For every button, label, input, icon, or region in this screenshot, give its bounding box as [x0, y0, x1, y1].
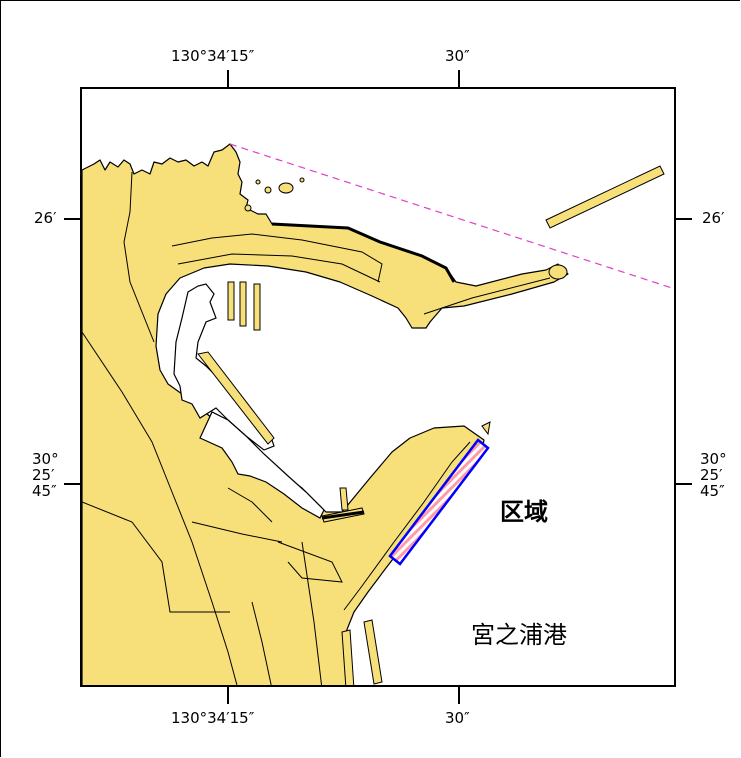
right-lower-latitude-label: 30° 25′ 45″ — [700, 451, 727, 499]
road-8 — [251, 601, 272, 685]
designated-region — [388, 438, 490, 566]
left-lat-seconds: 45″ — [32, 482, 57, 500]
breakwater-head — [481, 264, 568, 436]
right-lower-tick — [676, 483, 692, 485]
left-lat-degrees: 30° — [32, 450, 59, 468]
road-4 — [171, 233, 383, 283]
top-right-tick — [458, 70, 460, 87]
islet-3 — [255, 179, 261, 185]
north-quay-edge — [271, 222, 456, 283]
inner-basin-water — [199, 411, 325, 519]
quay-edges — [271, 222, 456, 520]
pier-diagonal — [197, 351, 275, 445]
bottom-right-longitude-label: 30″ — [445, 709, 470, 727]
islets — [244, 177, 305, 212]
region-label: 区域 — [500, 498, 548, 526]
left-lower-tick — [64, 483, 80, 485]
left-upper-latitude-label: 26′ — [34, 209, 57, 227]
south-breakwater-1 — [341, 629, 355, 685]
road-lines — [82, 171, 551, 685]
harbor-boundary-line — [229, 143, 674, 290]
port-name-label: 宮之浦港 — [471, 621, 567, 649]
right-upper-latitude-label: 26′ — [702, 209, 725, 227]
islet-5 — [299, 177, 305, 183]
bottom-left-longitude-label: 130°34′15″ — [171, 709, 255, 727]
pier-2 — [239, 281, 247, 327]
pier-south — [339, 487, 349, 511]
piers — [197, 281, 365, 523]
left-lat-minutes: 25′ — [32, 466, 55, 484]
pier-1 — [227, 281, 235, 321]
road-5 — [177, 253, 381, 283]
quay-line — [343, 441, 471, 611]
coastline — [82, 143, 569, 685]
islet-1 — [278, 182, 294, 194]
road-1 — [82, 331, 238, 685]
top-right-longitude-label: 30″ — [445, 47, 470, 65]
islet-2 — [264, 186, 272, 194]
road-10 — [227, 487, 273, 523]
right-lat-degrees: 30° — [700, 450, 727, 468]
pier-3 — [253, 283, 261, 331]
right-lat-seconds: 45″ — [700, 482, 725, 500]
road-3 — [123, 171, 155, 343]
offshore-breakwater — [545, 165, 665, 229]
land-mass — [82, 143, 569, 685]
breakwater-line — [423, 277, 551, 315]
left-upper-tick — [64, 218, 80, 220]
road-2 — [82, 501, 230, 613]
road-6 — [277, 541, 343, 583]
islet-4 — [244, 204, 252, 212]
road-9 — [191, 521, 283, 543]
harbor-map — [80, 87, 676, 687]
breakwater-tip — [548, 264, 568, 280]
top-left-longitude-label: 130°34′15″ — [171, 47, 255, 65]
left-lower-latitude-label: 30° 25′ 45″ — [32, 451, 59, 499]
right-lat-minutes: 25′ — [700, 466, 723, 484]
harbor-map-svg — [82, 143, 674, 685]
detached-breakwaters — [341, 165, 665, 685]
south-quay-edge — [321, 510, 365, 520]
right-upper-tick — [676, 218, 692, 220]
bottom-right-tick — [458, 687, 460, 704]
top-left-tick — [227, 70, 229, 87]
south-breakwater-2 — [363, 619, 383, 685]
bottom-left-tick — [227, 687, 229, 704]
lighthouse-mark — [481, 421, 491, 436]
road-7 — [301, 541, 323, 685]
